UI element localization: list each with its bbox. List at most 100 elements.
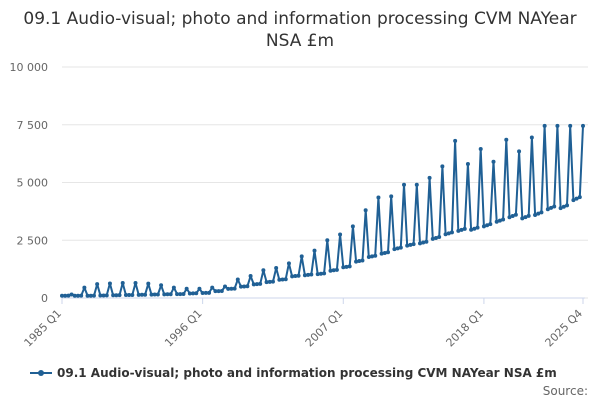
data-point — [382, 250, 387, 255]
data-point — [277, 277, 282, 282]
data-point — [542, 123, 547, 128]
data-point — [408, 242, 413, 247]
data-point — [411, 242, 416, 247]
legend-line-marker-icon — [30, 366, 52, 380]
data-point — [357, 259, 362, 264]
data-point — [581, 123, 585, 128]
data-point — [424, 239, 429, 244]
data-point — [216, 289, 221, 294]
data-point — [504, 137, 509, 142]
data-point — [107, 281, 112, 286]
data-point — [130, 292, 135, 297]
data-point — [402, 182, 407, 187]
data-point — [72, 293, 77, 298]
data-point — [238, 284, 243, 289]
data-point — [366, 255, 371, 260]
data-point — [66, 293, 71, 298]
data-point — [299, 254, 304, 259]
x-tick-label: 1985 Q1 — [22, 307, 65, 350]
data-point — [577, 195, 582, 200]
data-point — [459, 227, 464, 232]
y-axis-tick-labels: 0 2 500 5 000 7 500 10 000 — [10, 61, 49, 305]
data-point — [85, 293, 90, 298]
data-point — [347, 264, 352, 269]
data-point — [469, 227, 474, 232]
data-point — [296, 273, 301, 278]
data-point — [200, 290, 205, 295]
data-point — [187, 291, 192, 296]
data-point — [223, 284, 228, 289]
data-point — [293, 274, 298, 279]
data-point — [143, 292, 148, 297]
y-tick-label: 5 000 — [17, 177, 49, 190]
data-point — [379, 251, 384, 256]
data-point — [168, 292, 173, 297]
data-point — [488, 222, 493, 227]
data-point — [545, 207, 550, 212]
legend[interactable]: 09.1 Audio-visual; photo and information… — [30, 366, 590, 380]
y-tick-label: 10 000 — [10, 61, 49, 74]
data-point — [127, 292, 132, 297]
data-point — [497, 218, 502, 223]
data-point — [207, 290, 212, 295]
data-point — [309, 272, 314, 277]
data-point — [95, 282, 100, 287]
data-point — [104, 293, 109, 298]
data-point — [60, 293, 64, 298]
data-point — [146, 281, 151, 286]
data-point — [462, 226, 467, 231]
data-point — [539, 210, 544, 215]
data-point — [370, 254, 375, 259]
data-point — [111, 293, 116, 298]
data-point — [312, 248, 317, 253]
data-point — [136, 292, 141, 297]
data-point — [443, 232, 448, 237]
data-point — [465, 162, 470, 167]
data-point — [213, 289, 218, 294]
data-point — [242, 284, 247, 289]
data-point — [417, 241, 422, 246]
data-point — [235, 277, 240, 282]
data-point — [574, 196, 579, 201]
x-tick-label: 2007 Q1 — [303, 307, 346, 350]
data-point — [552, 204, 557, 209]
data-point — [117, 293, 122, 298]
data-point — [555, 123, 560, 128]
data-point — [226, 286, 231, 291]
data-point — [513, 212, 518, 217]
data-point — [194, 291, 199, 296]
x-tick-label: 2025 Q4 — [543, 307, 586, 350]
data-point — [101, 293, 106, 298]
data-point — [267, 279, 272, 284]
data-point — [529, 135, 534, 140]
data-point — [114, 293, 119, 298]
data-point — [162, 292, 167, 297]
data-point — [405, 243, 410, 248]
data-point — [328, 268, 333, 273]
data-point — [427, 175, 432, 180]
data-point — [274, 265, 279, 270]
data-point — [165, 292, 170, 297]
data-point — [248, 274, 253, 279]
data-point — [254, 282, 259, 287]
x-tick-label: 2018 Q1 — [443, 307, 486, 350]
chart-title: 09.1 Audio-visual; photo and information… — [23, 9, 577, 51]
data-point — [315, 272, 320, 277]
data-point — [290, 274, 295, 279]
data-point — [181, 292, 186, 297]
data-point — [433, 235, 438, 240]
data-point — [91, 293, 96, 298]
data-point — [440, 164, 445, 169]
data-point — [437, 235, 442, 240]
data-point — [334, 267, 339, 272]
data-point — [82, 285, 87, 290]
data-point — [159, 283, 164, 288]
data-point — [251, 282, 256, 287]
data-point — [568, 123, 573, 128]
data-point — [322, 271, 327, 276]
data-point — [389, 194, 394, 199]
data-point — [280, 277, 285, 282]
series-line — [60, 123, 585, 298]
data-point — [229, 286, 234, 291]
